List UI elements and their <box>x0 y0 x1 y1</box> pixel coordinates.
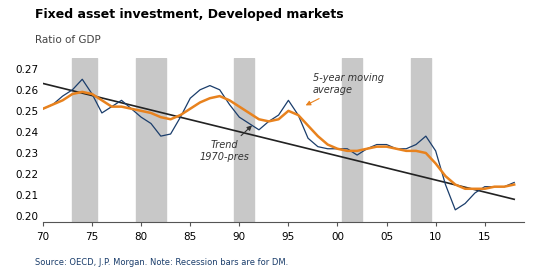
Bar <box>136 58 165 222</box>
Bar <box>72 58 97 222</box>
Bar <box>234 58 254 222</box>
Bar <box>342 58 362 222</box>
Text: Source: OECD, J.P. Morgan. Note: Recession bars are for DM.: Source: OECD, J.P. Morgan. Note: Recessi… <box>35 258 288 267</box>
Text: Ratio of GDP: Ratio of GDP <box>35 35 101 45</box>
Bar <box>411 58 431 222</box>
Text: Fixed asset investment, Developed markets: Fixed asset investment, Developed market… <box>35 8 344 21</box>
Text: 5-year moving
average: 5-year moving average <box>307 73 384 105</box>
Text: Trend
1970-pres: Trend 1970-pres <box>199 126 251 162</box>
